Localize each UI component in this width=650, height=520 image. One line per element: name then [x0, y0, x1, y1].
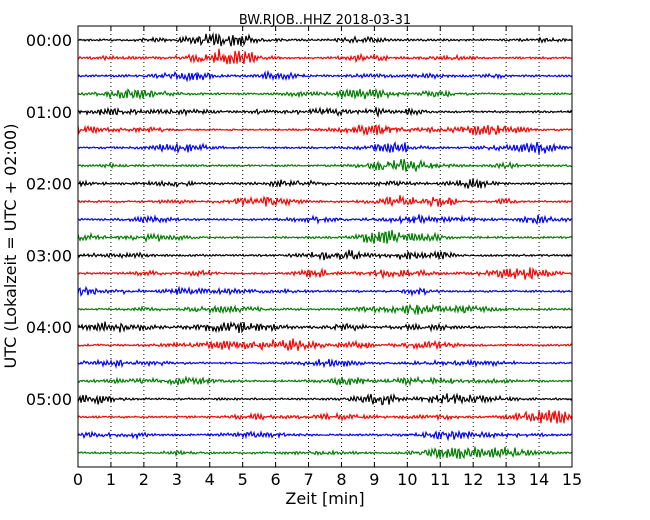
trace-0415 [77, 338, 573, 352]
x-tick-label-4: 4 [205, 470, 215, 489]
trace-0300 [77, 249, 573, 261]
y-axis-label: UTC (Lokalzeit = UTC + 02:00) [1, 124, 20, 369]
trace-0045 [77, 87, 573, 101]
y-axis: 00:00 01:00 02:00 03:00 04:00 05:00 [26, 31, 572, 409]
trace-0500 [77, 392, 573, 406]
trace-0400 [77, 320, 573, 334]
x-tick-label-5: 5 [238, 470, 248, 489]
trace-0230 [77, 213, 573, 226]
y-tick-label-5: 05:00 [26, 390, 72, 409]
trace-0445 [77, 375, 573, 387]
x-axis-label: Zeit [min] [285, 489, 364, 508]
trace-0215 [77, 195, 573, 208]
trace-0545 [77, 446, 573, 460]
trace-0145 [77, 158, 573, 172]
x-tick-label-14: 14 [529, 470, 549, 489]
x-tick-label-2: 2 [139, 470, 149, 489]
y-tick-label-3: 03:00 [26, 246, 72, 265]
x-tick-label-3: 3 [172, 470, 182, 489]
trace-0330 [77, 285, 573, 298]
minute-gridlines [110, 26, 540, 467]
trace-0530 [77, 429, 573, 442]
y-tick-label-4: 04:00 [26, 318, 72, 337]
x-tick-label-11: 11 [430, 470, 450, 489]
trace-0430 [77, 358, 573, 370]
x-tick-label-15: 15 [562, 470, 582, 489]
x-tick-label-7: 7 [303, 470, 313, 489]
x-tick-label-1: 1 [106, 470, 116, 489]
trace-0015 [77, 48, 573, 65]
x-axis: 0 1 2 3 4 5 6 7 8 9 10 11 12 13 14 15 [73, 26, 582, 489]
trace-0115 [77, 123, 573, 137]
plot-frame [77, 25, 573, 468]
x-tick-label-13: 13 [496, 470, 516, 489]
trace-0515 [77, 409, 573, 424]
trace-0200 [77, 178, 573, 189]
trace-0030 [77, 69, 573, 83]
seismogram-traces [77, 32, 573, 460]
trace-0345 [77, 303, 573, 316]
trace-0245 [77, 229, 573, 244]
x-tick-label-9: 9 [369, 470, 379, 489]
x-tick-label-12: 12 [463, 470, 483, 489]
x-tick-label-8: 8 [336, 470, 346, 489]
trace-0315 [77, 267, 573, 280]
x-tick-label-6: 6 [271, 470, 281, 489]
trace-0000 [77, 32, 573, 47]
y-tick-label-2: 02:00 [26, 175, 72, 194]
trace-0130 [77, 140, 573, 155]
x-tick-label-0: 0 [73, 470, 83, 489]
y-tick-label-1: 01:00 [26, 103, 72, 122]
chart-title: BW.RJOB..HHZ 2018-03-31 [239, 13, 411, 28]
y-tick-label-0: 00:00 [26, 31, 72, 50]
trace-0100 [77, 106, 573, 119]
x-tick-label-10: 10 [397, 470, 417, 489]
